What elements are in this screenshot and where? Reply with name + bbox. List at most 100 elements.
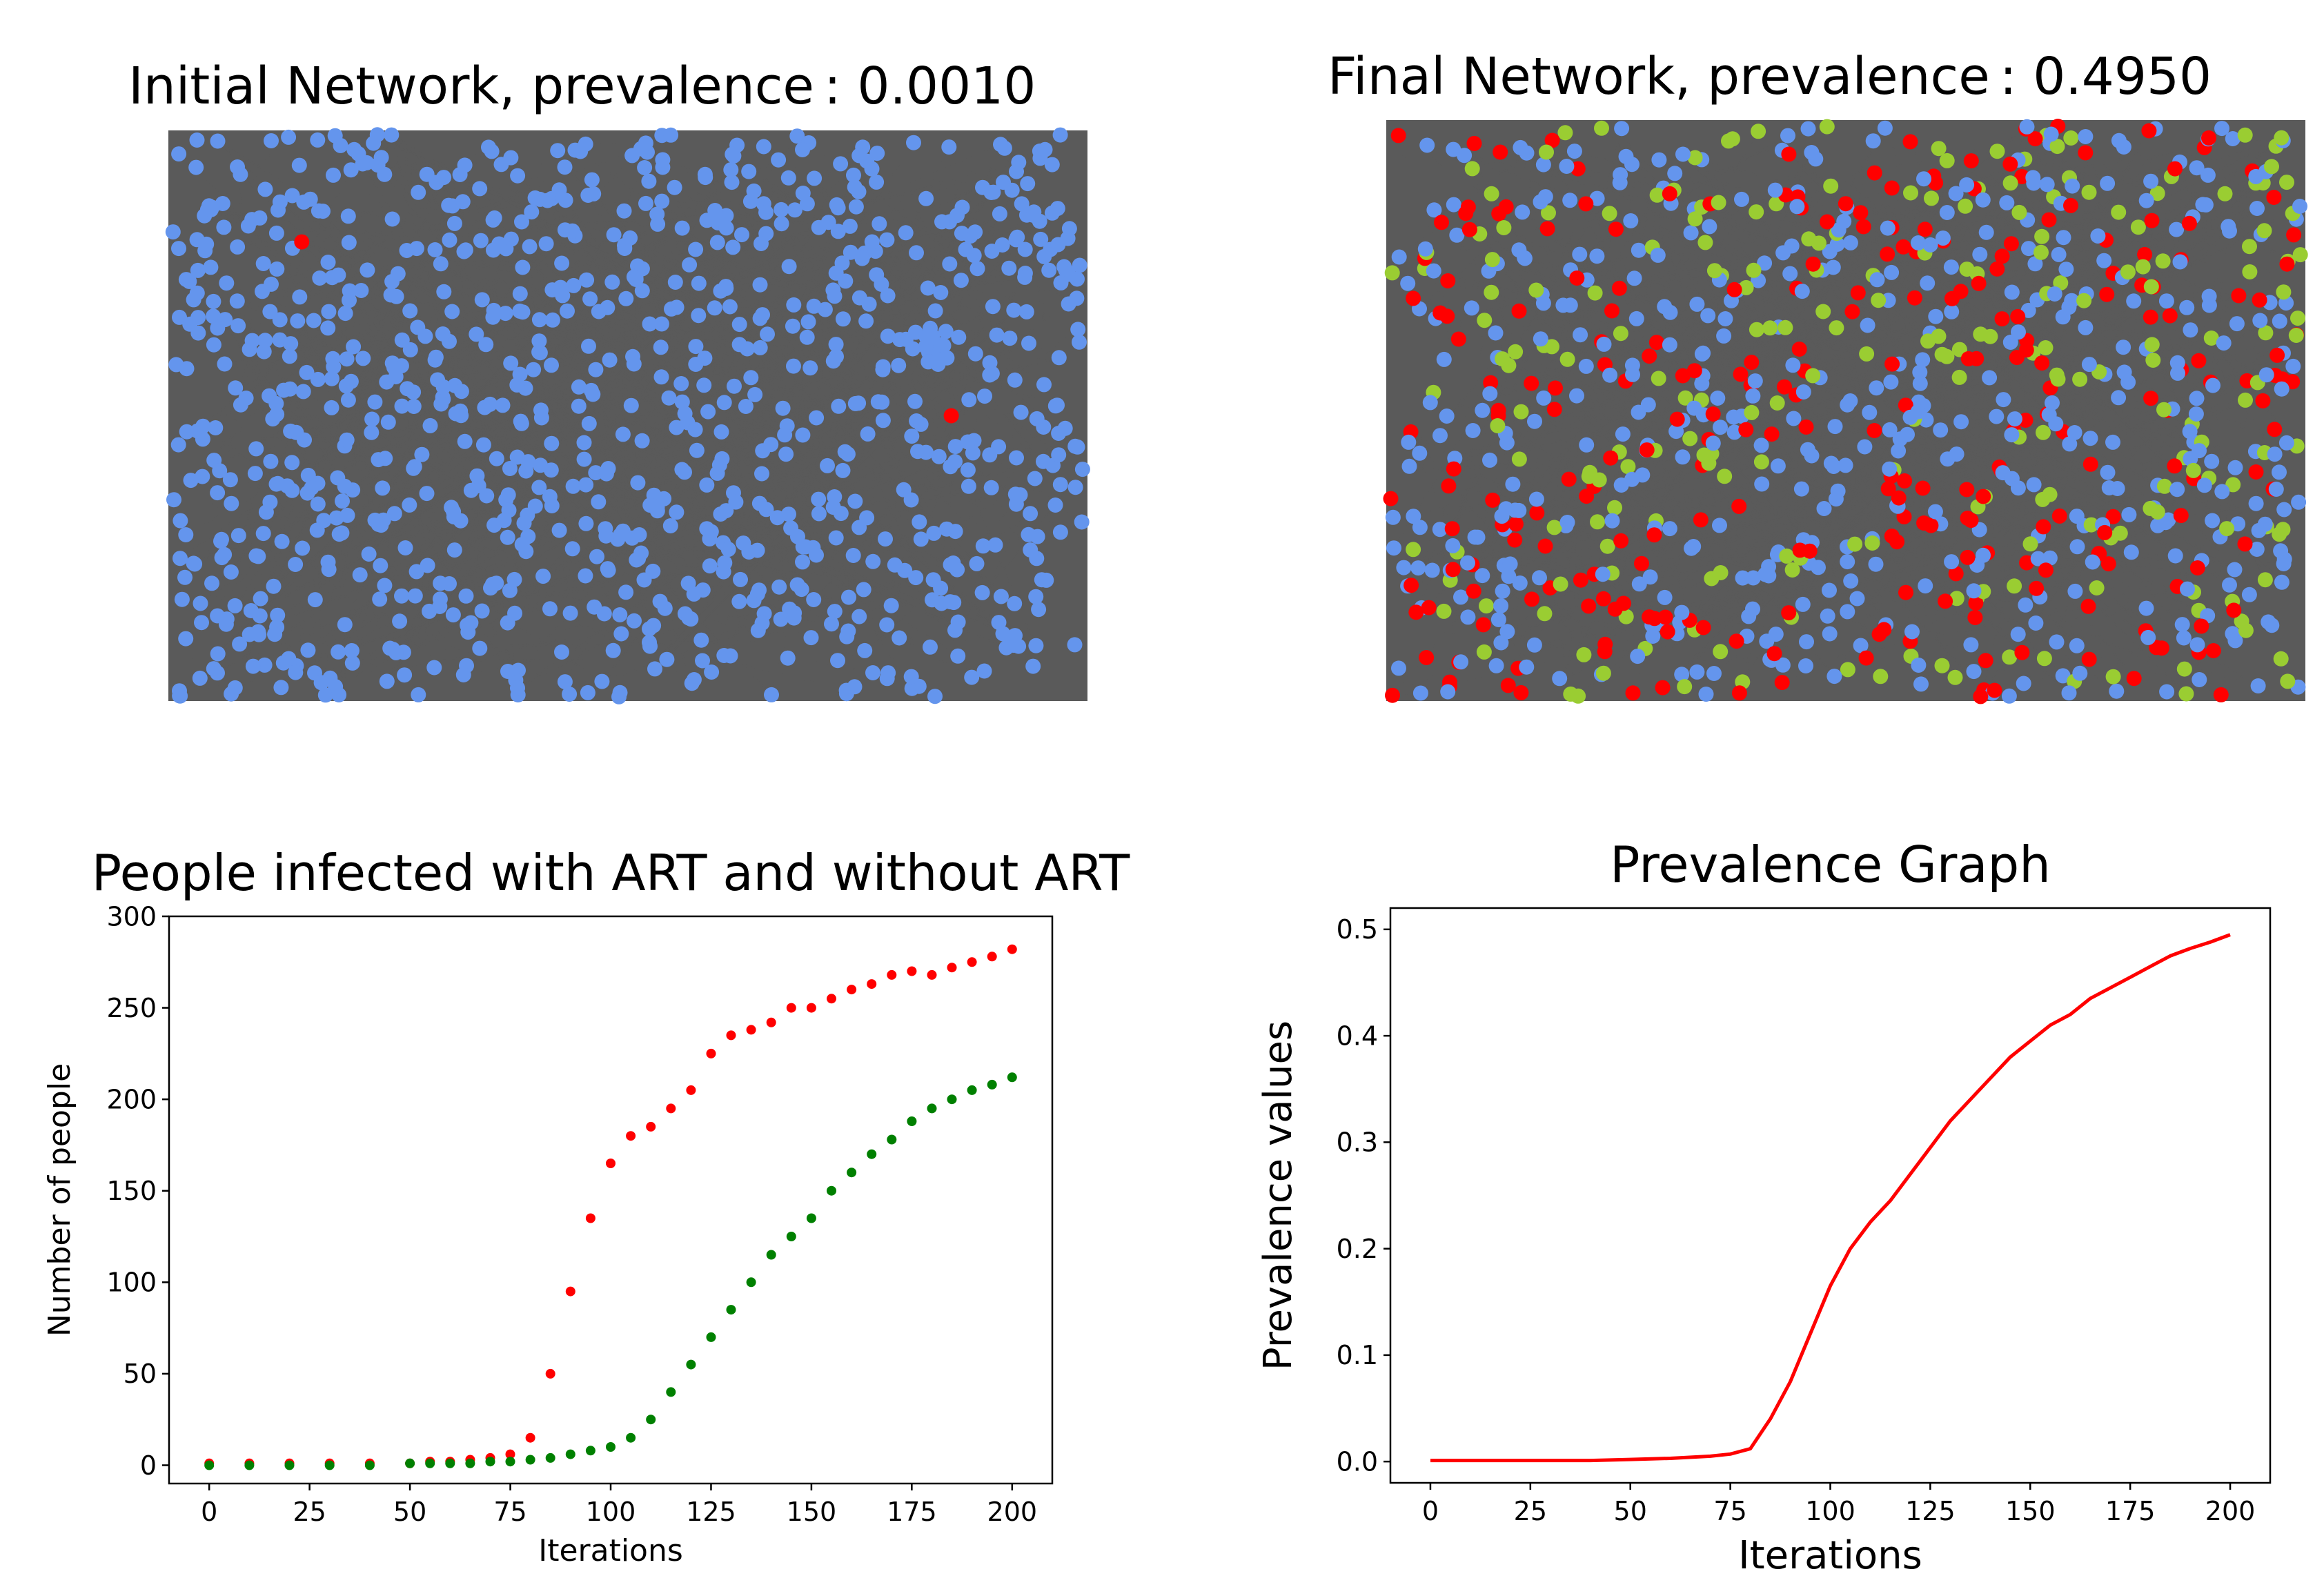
network-node: [2219, 521, 2235, 537]
network-node: [731, 337, 747, 353]
network-node: [172, 688, 188, 704]
edge: [240, 218, 393, 406]
network-node: [910, 444, 925, 460]
network-node: [913, 416, 929, 432]
network-node: [733, 571, 748, 587]
network-node: [598, 466, 614, 482]
edge: [533, 369, 692, 620]
network-node: [386, 506, 402, 522]
network-node: [1859, 346, 1875, 362]
edge: [1941, 354, 2020, 438]
network-node: [514, 214, 529, 230]
network-node: [1975, 192, 1991, 208]
network-node: [238, 391, 254, 406]
network-node: [746, 183, 762, 199]
edge: [1898, 505, 2230, 586]
edge: [296, 427, 1066, 667]
network-node: [282, 348, 297, 364]
network-node: [320, 320, 336, 336]
network-node: [1651, 371, 1666, 386]
network-node: [457, 433, 473, 449]
network-node: [385, 642, 401, 658]
nodes: [1383, 119, 2308, 705]
network-node: [707, 203, 723, 218]
network-node: [496, 513, 512, 529]
network-node: [2021, 241, 2036, 257]
network-node: [255, 284, 270, 299]
network-node: [1967, 610, 1983, 625]
network-node: [1915, 352, 1931, 368]
edge: [288, 528, 947, 660]
network-node: [734, 227, 749, 243]
data-point: [405, 1458, 415, 1468]
data-point: [626, 1131, 636, 1141]
network-node: [550, 143, 566, 159]
network-node: [717, 555, 733, 571]
network-node: [1488, 658, 1504, 673]
edge: [722, 457, 951, 468]
network-node: [1597, 636, 1613, 652]
network-node: [2154, 640, 2169, 656]
network-node: [656, 491, 672, 506]
network-node: [1648, 335, 1664, 351]
network-node: [486, 210, 502, 226]
network-node: [1744, 404, 1760, 420]
network-node: [2137, 246, 2153, 262]
network-node: [253, 591, 268, 607]
network-node: [830, 653, 845, 669]
network-node: [1822, 582, 1837, 598]
network-node: [2036, 651, 2052, 667]
network-node: [918, 190, 934, 206]
network-node: [731, 593, 747, 609]
network-node: [2192, 672, 2207, 687]
network-node: [507, 605, 522, 621]
network-node: [781, 259, 797, 275]
network-node: [1794, 284, 1810, 299]
network-node: [1775, 245, 1791, 261]
network-node: [2036, 519, 2051, 535]
x-tick-label: 0: [1422, 1496, 1439, 1526]
network-node: [2174, 617, 2190, 633]
network-node: [1070, 439, 1085, 455]
data-point: [867, 1149, 877, 1159]
edge: [2025, 581, 2283, 606]
network-node: [769, 510, 785, 526]
network-node: [2292, 247, 2308, 263]
network-node: [977, 388, 992, 404]
network-node: [2105, 509, 2121, 524]
network-node: [1978, 653, 1993, 669]
network-node: [324, 400, 339, 415]
network-node: [2010, 308, 2026, 324]
network-node: [1847, 536, 1863, 552]
network-node: [384, 274, 400, 289]
network-node: [618, 584, 634, 600]
network-node: [580, 684, 595, 700]
network-node: [1704, 571, 1720, 587]
network-node: [1757, 567, 1773, 582]
x-tick-label: 75: [1713, 1496, 1746, 1526]
network-node: [2256, 223, 2272, 239]
network-node: [269, 406, 285, 422]
network-node: [1499, 624, 1515, 640]
network-node: [1400, 275, 1416, 291]
network-node: [203, 259, 219, 275]
network-node: [1838, 196, 1853, 212]
network-node: [934, 214, 949, 230]
network-node: [2001, 688, 2017, 704]
network-node: [1453, 589, 1468, 605]
network-node: [324, 371, 339, 386]
x-tick-label: 50: [1614, 1496, 1647, 1526]
network-node: [1490, 402, 1506, 418]
network-node: [1070, 322, 1086, 337]
y-tick-label: 150: [106, 1176, 157, 1206]
network-node: [1460, 609, 1476, 625]
network-node: [2105, 434, 2120, 450]
network-node: [1933, 422, 1949, 438]
network-node: [2100, 175, 2116, 191]
network-node: [2018, 597, 2034, 613]
network-node: [2143, 173, 2159, 189]
network-node: [564, 541, 580, 557]
network-node: [591, 304, 607, 319]
network-node: [908, 570, 924, 586]
network-node: [995, 626, 1011, 642]
